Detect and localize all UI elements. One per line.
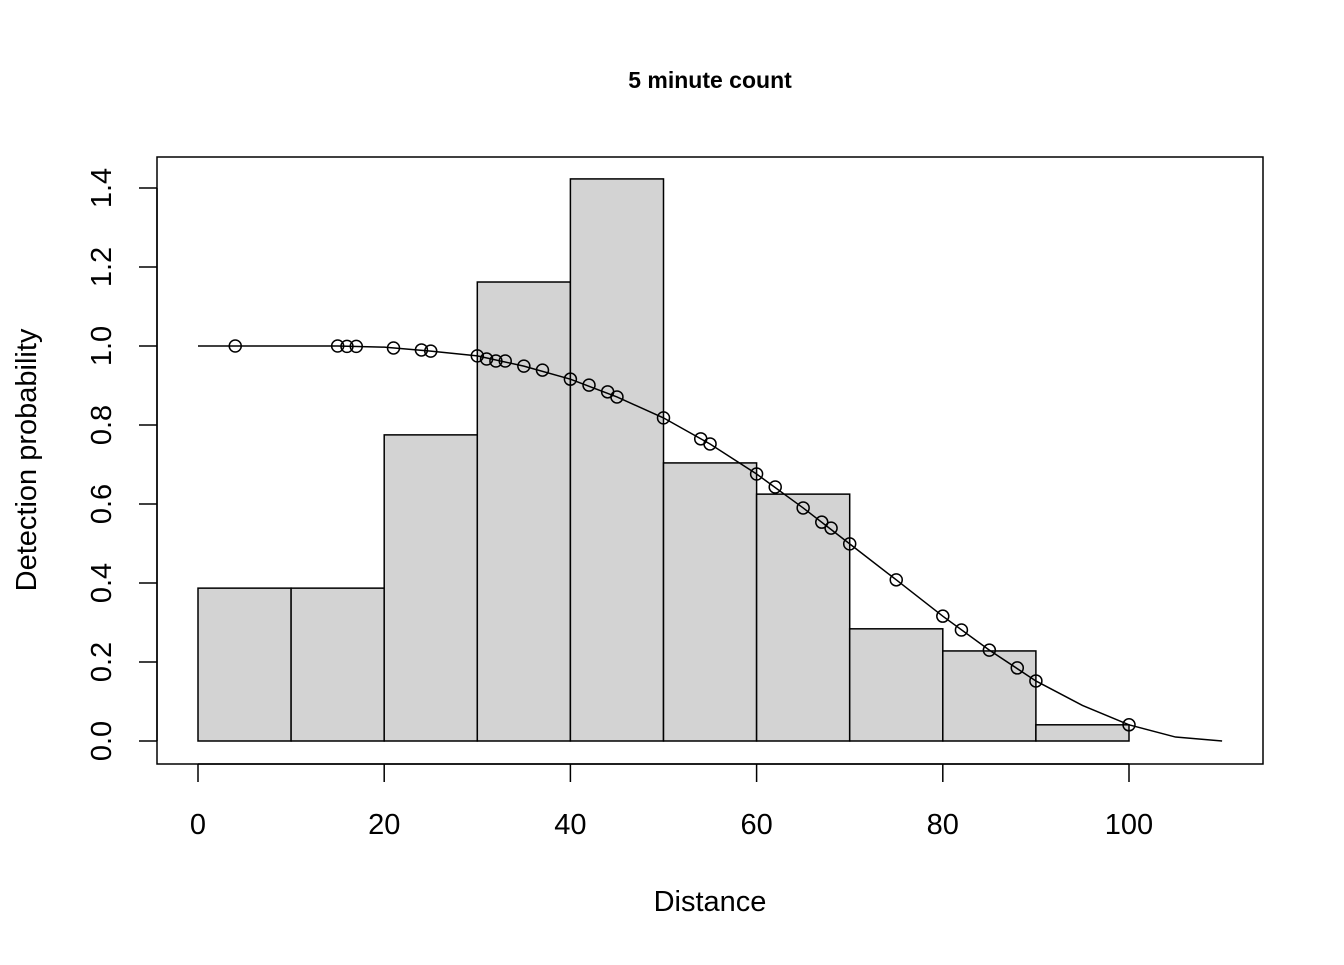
data-point	[749, 467, 764, 481]
y-tick-label: 0.6	[86, 484, 118, 524]
y-tick-label: 1.4	[86, 168, 118, 208]
data-point	[349, 339, 364, 354]
data-point	[386, 341, 401, 355]
data-point	[479, 352, 494, 366]
data-point	[489, 354, 503, 368]
data-point	[824, 521, 838, 535]
y-tick-label: 0.0	[86, 721, 118, 761]
x-tick-label: 60	[740, 809, 772, 841]
x-tick-label: 40	[554, 809, 586, 841]
y-axis-label: Detection probability	[11, 328, 43, 591]
data-point	[563, 372, 578, 386]
histogram-bar	[848, 628, 944, 742]
data-point	[842, 537, 857, 551]
data-point	[936, 609, 950, 623]
x-tick-label: 0	[190, 809, 206, 841]
data-point	[703, 437, 717, 451]
histogram-bar	[942, 650, 1037, 742]
data-point	[424, 344, 438, 358]
data-point	[535, 363, 550, 377]
data-point	[1010, 661, 1025, 675]
plot-frame	[156, 156, 1264, 765]
data-point	[656, 411, 671, 425]
histogram-bar	[197, 587, 292, 742]
data-point	[330, 339, 345, 353]
y-tick-label: 1.2	[86, 247, 118, 287]
data-point	[796, 501, 810, 515]
data-point	[815, 515, 829, 529]
data-point	[889, 573, 903, 587]
histogram-bar	[569, 178, 665, 742]
x-tick-label: 20	[368, 809, 400, 841]
x-tick-label: 80	[927, 809, 959, 841]
y-tick-label: 0.4	[86, 563, 118, 603]
data-point	[228, 339, 242, 353]
chart-title: 5 minute count	[628, 67, 792, 93]
histogram-bar	[662, 462, 758, 742]
data-point	[1122, 718, 1136, 732]
histogram-bar	[476, 281, 572, 742]
detection-function-curve	[198, 345, 1223, 742]
histogram-bar	[383, 434, 479, 742]
data-point	[340, 339, 354, 354]
x-tick-label: 100	[1105, 809, 1153, 841]
histogram-bar	[290, 587, 385, 742]
y-tick-label: 1.0	[86, 326, 118, 366]
data-point	[1029, 674, 1043, 688]
data-point	[517, 359, 531, 373]
data-point	[582, 378, 596, 392]
x-axis-label: Distance	[654, 886, 767, 918]
data-point	[768, 480, 782, 494]
y-tick-label: 0.2	[86, 642, 118, 682]
data-point	[470, 349, 485, 363]
data-point	[954, 623, 969, 637]
histogram-bar	[755, 493, 851, 742]
data-point	[610, 390, 624, 404]
histogram-bar	[1035, 724, 1130, 742]
data-point	[982, 643, 997, 657]
data-point	[498, 354, 512, 368]
data-point	[414, 343, 429, 357]
y-tick-label: 0.8	[86, 405, 118, 445]
